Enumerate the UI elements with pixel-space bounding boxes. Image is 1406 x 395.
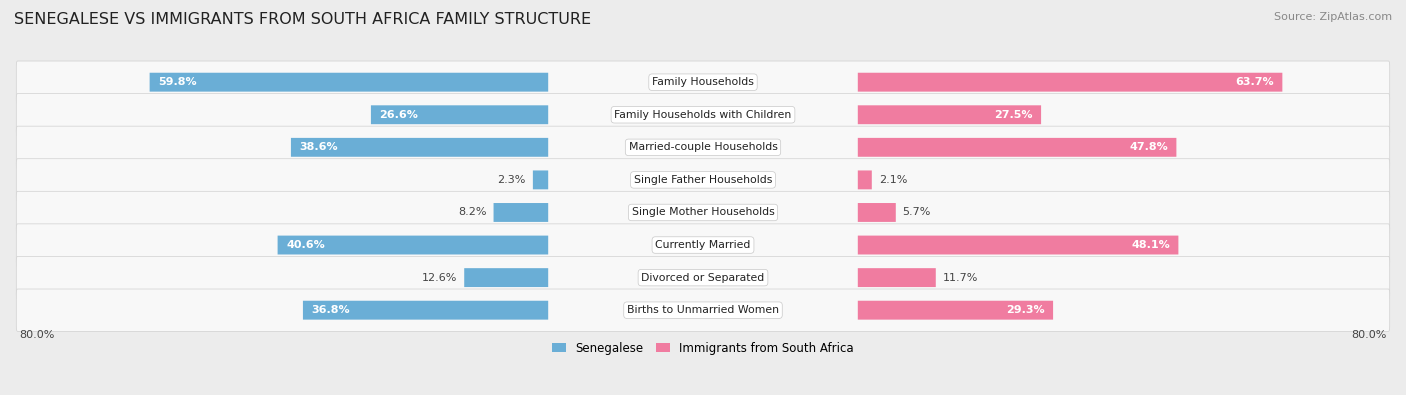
Text: Married-couple Households: Married-couple Households: [628, 142, 778, 152]
Text: 2.3%: 2.3%: [498, 175, 526, 185]
FancyBboxPatch shape: [858, 73, 1282, 92]
Text: SENEGALESE VS IMMIGRANTS FROM SOUTH AFRICA FAMILY STRUCTURE: SENEGALESE VS IMMIGRANTS FROM SOUTH AFRI…: [14, 12, 591, 27]
Text: 47.8%: 47.8%: [1129, 142, 1168, 152]
Text: 5.7%: 5.7%: [903, 207, 931, 218]
FancyBboxPatch shape: [17, 159, 1389, 201]
FancyBboxPatch shape: [858, 203, 896, 222]
FancyBboxPatch shape: [494, 203, 548, 222]
Text: 36.8%: 36.8%: [312, 305, 350, 315]
Text: 11.7%: 11.7%: [942, 273, 979, 282]
Text: 80.0%: 80.0%: [20, 329, 55, 340]
Text: 40.6%: 40.6%: [287, 240, 325, 250]
Legend: Senegalese, Immigrants from South Africa: Senegalese, Immigrants from South Africa: [553, 342, 853, 355]
Text: Family Households with Children: Family Households with Children: [614, 110, 792, 120]
Text: 59.8%: 59.8%: [159, 77, 197, 87]
FancyBboxPatch shape: [149, 73, 548, 92]
FancyBboxPatch shape: [277, 235, 548, 254]
Text: Source: ZipAtlas.com: Source: ZipAtlas.com: [1274, 12, 1392, 22]
Text: 63.7%: 63.7%: [1234, 77, 1274, 87]
FancyBboxPatch shape: [858, 105, 1040, 124]
FancyBboxPatch shape: [371, 105, 548, 124]
FancyBboxPatch shape: [17, 94, 1389, 136]
FancyBboxPatch shape: [17, 256, 1389, 299]
Text: 2.1%: 2.1%: [879, 175, 907, 185]
FancyBboxPatch shape: [858, 301, 1053, 320]
Text: 80.0%: 80.0%: [1351, 329, 1386, 340]
FancyBboxPatch shape: [858, 138, 1177, 157]
FancyBboxPatch shape: [17, 289, 1389, 331]
FancyBboxPatch shape: [17, 61, 1389, 103]
FancyBboxPatch shape: [17, 191, 1389, 233]
FancyBboxPatch shape: [17, 224, 1389, 266]
FancyBboxPatch shape: [533, 171, 548, 189]
Text: Single Mother Households: Single Mother Households: [631, 207, 775, 218]
Text: Divorced or Separated: Divorced or Separated: [641, 273, 765, 282]
FancyBboxPatch shape: [858, 235, 1178, 254]
Text: 27.5%: 27.5%: [994, 110, 1032, 120]
Text: 38.6%: 38.6%: [299, 142, 339, 152]
FancyBboxPatch shape: [464, 268, 548, 287]
Text: 48.1%: 48.1%: [1130, 240, 1170, 250]
FancyBboxPatch shape: [858, 171, 872, 189]
Text: 26.6%: 26.6%: [380, 110, 419, 120]
FancyBboxPatch shape: [17, 126, 1389, 169]
Text: 12.6%: 12.6%: [422, 273, 457, 282]
FancyBboxPatch shape: [302, 301, 548, 320]
FancyBboxPatch shape: [858, 268, 936, 287]
Text: Family Households: Family Households: [652, 77, 754, 87]
Text: 8.2%: 8.2%: [458, 207, 486, 218]
FancyBboxPatch shape: [291, 138, 548, 157]
Text: Single Father Households: Single Father Households: [634, 175, 772, 185]
Text: Births to Unmarried Women: Births to Unmarried Women: [627, 305, 779, 315]
Text: 29.3%: 29.3%: [1005, 305, 1045, 315]
Text: Currently Married: Currently Married: [655, 240, 751, 250]
